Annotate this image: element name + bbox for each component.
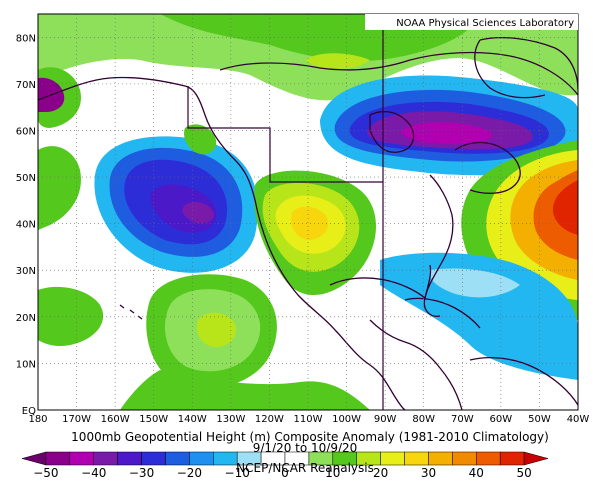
lat-tick-label: 70N xyxy=(16,80,36,91)
colorbar-label: −30 xyxy=(129,466,154,480)
colorbar-swatch xyxy=(189,451,214,466)
coast-hawaii xyxy=(119,304,143,320)
lon-tick-label: 50W xyxy=(528,414,551,425)
colorbar-label: −10 xyxy=(225,466,250,480)
lon-tick-label: 90W xyxy=(374,414,397,425)
credit-text: NOAA Physical Sciences Laboratory xyxy=(396,18,574,29)
colorbar-label: 50 xyxy=(516,466,531,480)
colorbar-swatch xyxy=(21,451,47,466)
colorbar-label: −50 xyxy=(33,466,58,480)
lat-tick-label: 50N xyxy=(16,173,36,184)
lon-tick-label: 140W xyxy=(178,414,207,425)
colorbar-swatch xyxy=(93,451,118,466)
colorbar-label: 10 xyxy=(325,466,340,480)
coast-central-america xyxy=(369,319,463,410)
lon-tick-label: 100W xyxy=(332,414,361,425)
region-box xyxy=(187,14,384,410)
colorbar-label: 30 xyxy=(421,466,436,480)
colorbar xyxy=(21,451,549,466)
colorbar-swatch xyxy=(499,451,525,466)
colorbar-swatch xyxy=(428,451,453,466)
coast-florida xyxy=(424,264,432,299)
colorbar-swatch xyxy=(452,451,477,466)
colorbar-swatch xyxy=(117,451,142,466)
lon-tick-label: 150W xyxy=(139,414,168,425)
credit-box xyxy=(365,14,578,30)
lat-tick-label: 10N xyxy=(16,359,36,370)
lon-tick-label: 180 xyxy=(28,414,47,425)
anomaly-high-subtropical-core xyxy=(196,312,237,348)
anomaly-field xyxy=(38,14,578,410)
colorbar-label: −40 xyxy=(81,466,106,480)
coast-north-canada xyxy=(219,51,578,96)
coast-east-us xyxy=(423,174,454,317)
caption-title: 1000mb Geopotential Height (m) Composite… xyxy=(71,430,549,444)
coast-cuba xyxy=(404,297,481,329)
anomaly-low-caribbean-light xyxy=(429,268,520,298)
lat-tick-label: 40N xyxy=(16,220,36,231)
coast-greenland xyxy=(474,36,578,99)
region-box-outline xyxy=(187,86,384,410)
map-frame xyxy=(37,13,579,411)
latitude-labels: EQ 10N 20N 30N 40N 50N 60N 70N 80N xyxy=(16,33,36,417)
lon-tick-label: 160W xyxy=(101,414,130,425)
colorbar-swatch xyxy=(45,451,71,466)
colorbar-swatch xyxy=(476,451,501,466)
lon-tick-label: 130W xyxy=(216,414,245,425)
colorbar-swatch xyxy=(213,451,238,466)
anomaly-band-equatorial xyxy=(120,370,370,410)
coast-south-america xyxy=(469,356,578,406)
caption-source: NCEP/NCAR Reanalysis xyxy=(236,461,374,475)
lon-tick-label: 170W xyxy=(62,414,91,425)
coast-hudson-bay xyxy=(369,111,415,153)
coast-labrador xyxy=(454,141,521,194)
lat-tick-label: 60N xyxy=(16,126,36,137)
colorbar-label: 40 xyxy=(469,466,484,480)
colorbar-swatch xyxy=(165,451,190,466)
colorbar-label: 0 xyxy=(281,466,289,480)
coast-alaska-canada xyxy=(38,76,406,410)
colorbar-labels: −50 −40 −30 −20 −10 0 10 20 30 40 50 xyxy=(33,466,531,480)
lon-tick-label: 60W xyxy=(490,414,513,425)
colorbar-label: −20 xyxy=(177,466,202,480)
lon-tick-label: 40W xyxy=(567,414,590,425)
lat-tick-label: EQ xyxy=(22,406,36,417)
anomaly-band-arctic-yellow xyxy=(305,53,370,69)
anomaly-band-southpacific xyxy=(38,286,104,347)
lon-tick-label: 80W xyxy=(412,414,435,425)
colorbar-swatch xyxy=(69,451,94,466)
caption-dates: 9/1/20 to 10/9/20 xyxy=(253,441,358,455)
longitude-labels: 180 170W 160W 150W 140W 130W 120W 110W 100W 90W 80… xyxy=(28,414,589,425)
anomaly-band-westpacific xyxy=(38,146,81,230)
colorbar-swatch xyxy=(141,451,166,466)
colorbar-label: 20 xyxy=(373,466,388,480)
coast-gulf xyxy=(329,277,426,299)
colorbar-swatch xyxy=(380,451,405,466)
lon-tick-label: 70W xyxy=(451,414,474,425)
lat-tick-label: 20N xyxy=(16,313,36,324)
anomaly-low-canada-center xyxy=(400,122,493,145)
anomaly-low-pacific-center xyxy=(182,201,214,224)
colorbar-swatch xyxy=(404,451,429,466)
lat-tick-label: 30N xyxy=(16,266,36,277)
lon-tick-label: 110W xyxy=(294,414,323,425)
anomaly-high-atlantic-core xyxy=(552,180,578,235)
lon-tick-label: 120W xyxy=(255,414,284,425)
lat-tick-label: 80N xyxy=(16,33,36,44)
anomaly-high-westus-core xyxy=(291,206,329,240)
coastlines xyxy=(38,36,578,410)
colorbar-swatch xyxy=(523,451,549,466)
